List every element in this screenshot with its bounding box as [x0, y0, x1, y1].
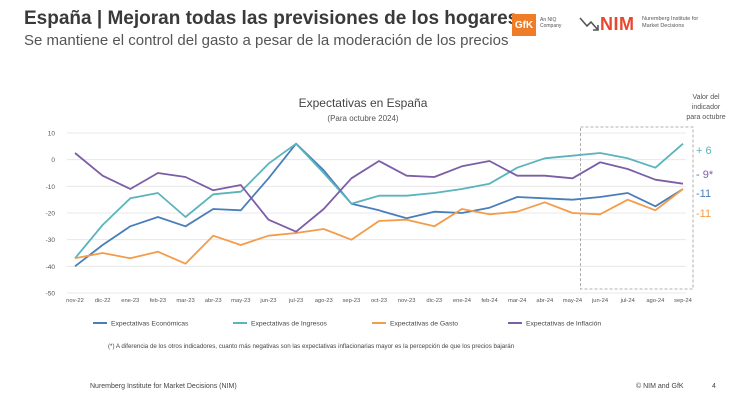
- legend: Expectativas Económicas Expectativas de I…: [93, 321, 601, 328]
- y-tick-label: -40: [46, 264, 56, 271]
- x-tick-label: dic-23: [426, 298, 442, 304]
- gfk-logo-tagline: An NIQ Company: [540, 17, 562, 29]
- x-tick-label: sep-23: [342, 298, 360, 304]
- x-tick-label: abr-24: [536, 298, 554, 304]
- x-tick-label: nov-23: [398, 298, 416, 304]
- side-note-line: para octubre: [686, 114, 725, 121]
- highlight-box: [580, 126, 694, 290]
- x-tick-label: feb-24: [481, 298, 498, 304]
- footer-source: Nuremberg Institute for Market Decisions…: [90, 383, 237, 390]
- x-tick-label: ago-24: [646, 298, 665, 304]
- gfk-logo: GfK: [512, 14, 536, 36]
- end-label: - 9*: [696, 169, 714, 181]
- slide-title: España | Mejoran todas las previsiones d…: [24, 8, 519, 29]
- legend-label: Expectativas de Gasto: [390, 321, 458, 328]
- x-tick-label: feb-23: [150, 298, 166, 304]
- legend-label: Expectativas de Inflación: [526, 321, 601, 328]
- x-tick-label: jun-24: [591, 298, 609, 304]
- series-line-2: [74, 142, 684, 259]
- chart-subtitle: (Para octubre 2024): [327, 114, 398, 123]
- page-number: 4: [712, 383, 716, 390]
- x-tick-label: oct-23: [371, 298, 387, 304]
- y-tick-label: 0: [51, 157, 55, 164]
- x-tick-label: ene-23: [121, 298, 139, 304]
- x-tick-label: may-24: [563, 298, 583, 304]
- side-note-line: indicador: [692, 104, 721, 111]
- slide-subtitle: Se mantiene el control del gasto a pesar…: [24, 32, 509, 49]
- side-note-line: Valor del: [692, 94, 720, 101]
- footer-copyright: © NIM and GfK: [636, 383, 684, 390]
- legend-label: Expectativas Económicas: [111, 321, 189, 328]
- chart-title: Expectativas en España: [299, 96, 428, 110]
- x-tick-label: jul-23: [288, 298, 303, 304]
- x-tick-label: ago-23: [315, 298, 333, 304]
- y-tick-label: 10: [48, 131, 56, 138]
- x-tick-label: sep-24: [674, 298, 693, 304]
- end-label: + 6: [696, 145, 712, 157]
- x-tick-label: mar-23: [176, 298, 194, 304]
- x-tick-label: jul-24: [620, 298, 636, 304]
- y-tick-label: -50: [46, 291, 56, 298]
- x-axis: nov-22 dic-22 ene-23 feb-23 mar-23 abr-23 may-…: [66, 298, 693, 304]
- end-label: -11: [696, 208, 711, 220]
- y-tick-label: -10: [46, 184, 56, 191]
- nim-arrow-icon: [579, 17, 599, 31]
- y-tick-label: -30: [46, 237, 56, 244]
- footnote: (*) A diferencia de los otros indicadore…: [108, 343, 515, 350]
- series-line-1: [74, 142, 684, 268]
- end-labels: + 6 - 9* -11 -11: [696, 145, 714, 220]
- x-tick-label: ene-24: [453, 298, 472, 304]
- x-tick-label: mar-24: [508, 298, 527, 304]
- series-line-4: [74, 152, 684, 233]
- x-tick-label: abr-23: [205, 298, 222, 304]
- legend-label: Expectativas de Ingresos: [251, 321, 328, 328]
- nim-logo: NIM: [600, 14, 635, 34]
- x-tick-label: jun-23: [259, 298, 276, 304]
- side-note: Valor del indicador para octubre: [686, 94, 725, 121]
- grid: [67, 132, 686, 294]
- x-tick-label: may-23: [231, 298, 250, 304]
- y-tick-label: -20: [46, 211, 56, 218]
- x-tick-label: nov-22: [66, 298, 84, 304]
- y-axis: 10 0 -10 -20 -30 -40 -50: [46, 131, 56, 298]
- series-lines: [74, 142, 684, 268]
- series-line-3: [74, 188, 684, 265]
- nim-logo-tagline: Nuremberg Institute for Market Decisions: [642, 16, 699, 29]
- x-tick-label: dic-22: [95, 298, 111, 304]
- end-label: -11: [696, 188, 711, 200]
